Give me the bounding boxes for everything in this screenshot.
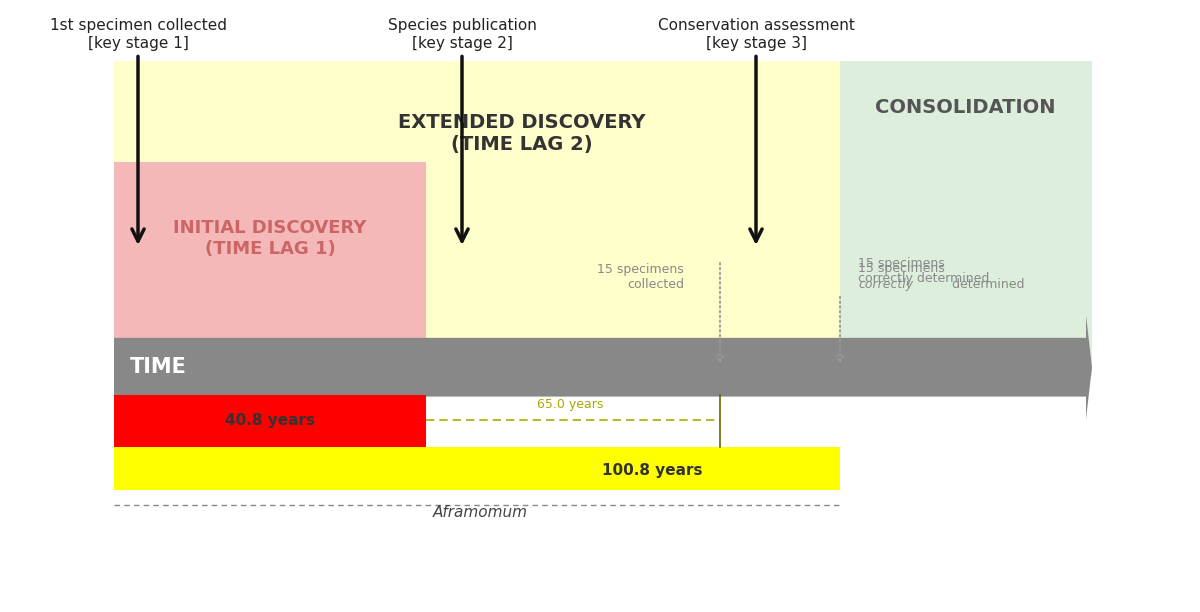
Text: EXTENDED DISCOVERY
(TIME LAG 2): EXTENDED DISCOVERY (TIME LAG 2)	[398, 113, 646, 154]
Text: determined: determined	[948, 278, 1025, 291]
Bar	[114, 162, 426, 376]
Bar	[114, 61, 840, 376]
Bar	[114, 447, 840, 490]
Bar	[114, 61, 1092, 376]
Text: 40.8 years: 40.8 years	[226, 413, 314, 428]
Text: Species publication
[key stage 2]: Species publication [key stage 2]	[388, 18, 536, 241]
Polygon shape	[114, 315, 1092, 419]
Text: 65.0 years: 65.0 years	[536, 398, 604, 411]
Text: 1st specimen collected
[key stage 1]: 1st specimen collected [key stage 1]	[49, 18, 227, 241]
Text: 15 specimens
correctly determined: 15 specimens correctly determined	[858, 256, 989, 285]
Bar	[114, 395, 426, 447]
Text: correctly: correctly	[858, 278, 913, 291]
Text: 15 specimens: 15 specimens	[858, 263, 944, 275]
Text: INITIAL DISCOVERY
(TIME LAG 1): INITIAL DISCOVERY (TIME LAG 1)	[173, 219, 367, 258]
Text: 15 specimens
collected: 15 specimens collected	[598, 263, 684, 291]
Text: TIME: TIME	[130, 357, 186, 377]
Text: Aframomum: Aframomum	[432, 505, 528, 520]
Text: 100.8 years: 100.8 years	[601, 463, 702, 477]
Text: CONSOLIDATION: CONSOLIDATION	[876, 98, 1056, 117]
Text: Conservation assessment
[key stage 3]: Conservation assessment [key stage 3]	[658, 18, 854, 241]
